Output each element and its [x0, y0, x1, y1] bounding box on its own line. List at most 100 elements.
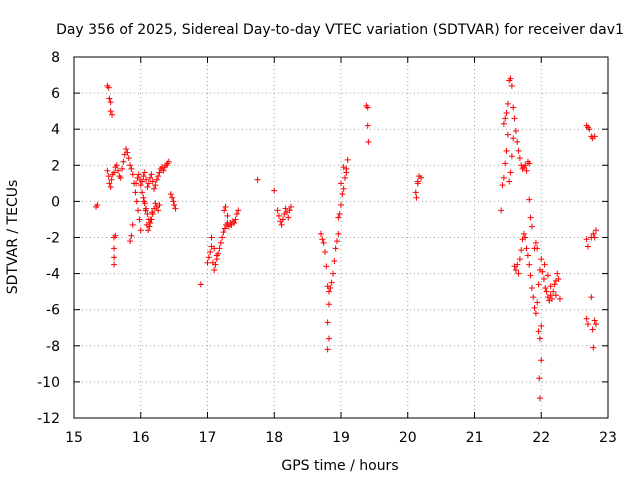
data-point [548, 295, 555, 302]
data-points [93, 75, 599, 402]
y-tick-label: -2 [46, 231, 60, 247]
y-tick-label: -8 [46, 339, 60, 355]
data-point [329, 270, 336, 277]
data-point [498, 207, 505, 214]
x-tick-label: 15 [65, 430, 83, 446]
grid [74, 57, 608, 418]
y-tick-label: 6 [51, 86, 60, 102]
data-point [527, 214, 534, 221]
data-point [233, 211, 240, 218]
data-point [128, 232, 135, 239]
data-point [211, 266, 218, 273]
data-point [528, 223, 535, 230]
data-point [271, 187, 278, 194]
data-point [221, 225, 228, 232]
data-point [221, 207, 228, 214]
x-tick-label: 23 [599, 430, 617, 446]
data-point [108, 176, 115, 183]
data-point [286, 207, 293, 214]
data-point [171, 202, 178, 209]
data-point [104, 167, 111, 174]
data-point [142, 207, 149, 214]
data-point [219, 234, 226, 241]
data-point [107, 183, 114, 190]
data-point [536, 335, 543, 342]
data-point [170, 198, 177, 205]
data-point [506, 178, 513, 185]
data-point [139, 189, 146, 196]
data-point [149, 178, 156, 185]
data-point [414, 180, 421, 187]
data-point [113, 162, 120, 169]
data-point [156, 169, 163, 176]
data-point [342, 174, 349, 181]
data-point [508, 153, 515, 160]
data-point [588, 294, 595, 301]
data-point [331, 257, 338, 264]
data-point [364, 122, 371, 129]
data-point [151, 185, 158, 192]
data-point [503, 147, 510, 154]
data-point [532, 239, 539, 246]
data-point [591, 234, 598, 241]
data-point [510, 135, 517, 142]
data-point [535, 281, 542, 288]
data-point [583, 315, 590, 322]
data-point [125, 155, 132, 162]
data-point [152, 182, 159, 189]
data-point [583, 236, 590, 243]
data-point [139, 178, 146, 185]
data-point [155, 207, 162, 214]
data-point [207, 248, 214, 255]
data-point [148, 171, 155, 178]
data-point [523, 245, 530, 252]
data-point [540, 276, 547, 283]
data-point [208, 234, 215, 241]
data-point [109, 111, 116, 118]
x-tick-label: 16 [132, 430, 150, 446]
data-point [365, 138, 372, 145]
data-point [584, 243, 591, 250]
data-point [135, 171, 142, 178]
data-point [526, 196, 533, 203]
data-point [538, 357, 545, 364]
data-point [235, 207, 242, 214]
data-point [338, 202, 344, 209]
data-point [518, 247, 525, 254]
data-point [204, 259, 211, 266]
data-point [129, 171, 136, 178]
x-tick-label: 17 [199, 430, 217, 446]
data-point [143, 176, 150, 183]
data-point [327, 285, 334, 292]
data-point [254, 176, 261, 183]
data-point [232, 216, 239, 223]
x-tick-label: 19 [332, 430, 350, 446]
data-point [516, 155, 523, 162]
data-point [147, 216, 154, 223]
data-point [123, 146, 130, 153]
data-point [539, 268, 546, 275]
data-point [145, 227, 152, 234]
data-point [137, 227, 144, 234]
y-tick-label: 4 [51, 122, 60, 138]
data-point [535, 328, 542, 335]
data-point [137, 182, 144, 189]
data-point [278, 221, 285, 228]
data-point [547, 283, 554, 290]
data-point [510, 104, 517, 111]
data-point [500, 120, 507, 127]
x-tick-label: 18 [265, 430, 283, 446]
x-tick-label: 21 [466, 430, 484, 446]
data-point [514, 138, 521, 145]
data-point [274, 207, 281, 214]
data-point [589, 326, 596, 333]
data-point [538, 322, 545, 329]
data-point [224, 212, 231, 219]
data-point [115, 167, 122, 174]
data-point [153, 176, 160, 183]
data-point [512, 128, 519, 135]
data-point [106, 95, 113, 102]
data-point [328, 279, 335, 286]
data-point [508, 82, 515, 89]
